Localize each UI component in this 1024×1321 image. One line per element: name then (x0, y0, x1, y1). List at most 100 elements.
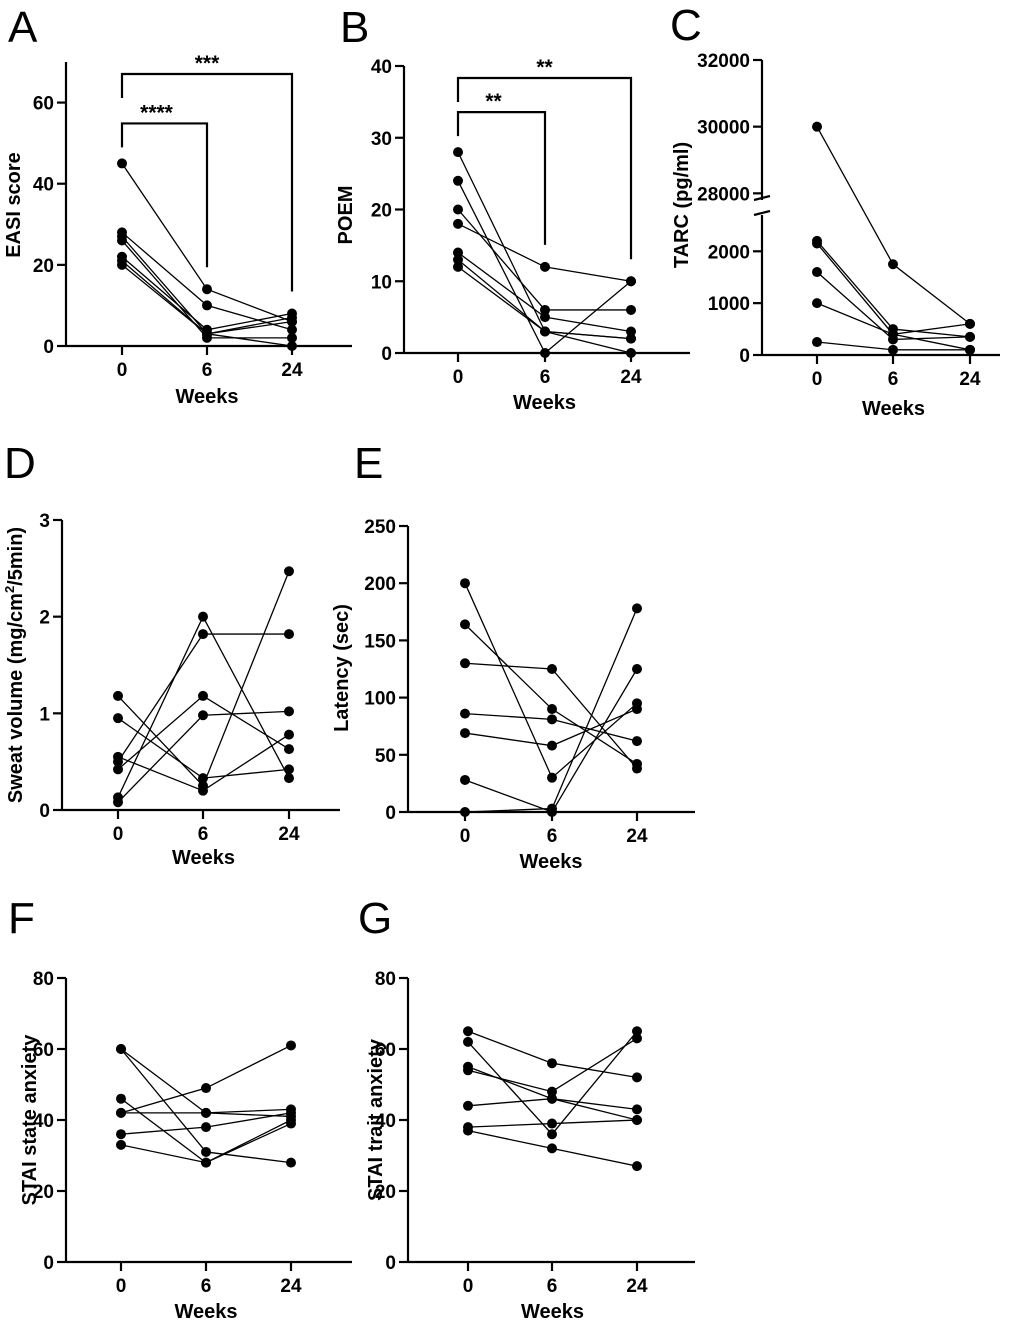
data-point (284, 744, 294, 755)
x-tick-label: 0 (116, 1276, 127, 1297)
y-tick-label: 60 (375, 1040, 396, 1061)
panel-e: E 0 50 100 150 200 250 0 6 24 Weeks Latency (sec) (331, 439, 695, 873)
x-tick-label: 0 (117, 360, 128, 381)
y-tick-label: 80 (375, 969, 396, 990)
significance-bracket (456, 76, 633, 260)
data-point (113, 756, 123, 767)
significance-label: *** (195, 52, 220, 75)
data-point (287, 341, 297, 351)
y-tick-label: 40 (33, 175, 54, 196)
y-tick-label: 50 (375, 746, 396, 767)
y-axis-title: STAI trait anxiety (365, 1038, 387, 1201)
x-tick-label: 6 (540, 367, 551, 388)
data-point (463, 1036, 473, 1047)
data-point (632, 1115, 642, 1125)
data-point (632, 664, 642, 674)
data-point (202, 300, 212, 311)
data-point (287, 324, 297, 335)
panel-d: D 0 1 2 3 0 6 24 Weeks Sweat volume (mg/cm2/5min) (2, 439, 340, 869)
data-point (116, 1044, 126, 1054)
series-line (117, 615, 290, 798)
significance-label: ** (485, 90, 502, 113)
data-point (198, 773, 208, 784)
significance-label: ** (536, 56, 553, 79)
data-point (632, 1104, 642, 1115)
data-point (812, 298, 822, 309)
data-point (460, 728, 470, 739)
y-tick-label: 20 (375, 1182, 396, 1203)
data-point (547, 740, 557, 751)
data-point (286, 1107, 296, 1118)
y-tick-label: 30000 (697, 118, 750, 139)
panel-c: C 0 1000 2000 28000 30000 32000 0 6 24 Weeks TARC (… (670, 1, 1000, 420)
data-point (888, 344, 898, 355)
data-point (540, 348, 550, 358)
data-point (202, 328, 212, 339)
panel-letter: D (4, 439, 36, 488)
y-tick-label: 2 (39, 608, 50, 629)
data-point (116, 1107, 126, 1118)
data-point (632, 1026, 642, 1037)
data-point (632, 763, 642, 774)
y-tick-label: 60 (33, 1040, 54, 1061)
data-point (117, 158, 127, 169)
data-point (540, 326, 550, 337)
data-point (540, 261, 550, 272)
data-point (547, 704, 557, 715)
y-tick-label: 0 (39, 801, 50, 822)
x-tick-label: 6 (547, 1276, 558, 1297)
data-point (460, 619, 470, 630)
data-point (632, 1161, 642, 1172)
data-point (453, 175, 463, 186)
data-point (812, 337, 822, 348)
x-tick-label: 24 (626, 1276, 648, 1297)
x-axis-title: Weeks (172, 847, 235, 869)
data-point (117, 235, 127, 246)
x-axis-title: Weeks (862, 398, 925, 420)
data-point (453, 261, 463, 272)
data-point (460, 578, 470, 589)
y-tick-label: 200 (364, 574, 396, 595)
x-tick-label: 6 (198, 824, 209, 845)
y-tick-label: 10 (371, 272, 392, 293)
y-tick-label: 30 (371, 129, 392, 150)
y-axis-title: TARC (pg/ml) (671, 142, 693, 268)
y-tick-label: 1000 (708, 294, 750, 315)
data-point (626, 348, 636, 358)
data-point (113, 713, 123, 724)
y-tick-label: 100 (364, 689, 396, 710)
data-point (965, 318, 975, 329)
data-point (547, 1129, 557, 1140)
data-point (463, 1026, 473, 1037)
series-line (117, 717, 290, 779)
data-point (547, 1058, 557, 1069)
y-tick-label: 0 (43, 337, 54, 358)
y-tick-label: 250 (364, 517, 396, 538)
data-point (460, 807, 470, 817)
data-point (626, 333, 636, 344)
panel-letter: F (8, 894, 35, 943)
y-tick-label: 0 (381, 344, 392, 365)
x-tick-label: 0 (463, 1276, 474, 1297)
x-tick-label: 0 (812, 369, 823, 390)
x-axis-title: Weeks (174, 1301, 237, 1321)
data-point (547, 803, 557, 814)
series-line (120, 1048, 292, 1118)
data-point (284, 764, 294, 775)
y-tick-label: 40 (371, 57, 392, 78)
data-point (287, 316, 297, 327)
series-line (117, 695, 290, 770)
series-line (117, 570, 290, 788)
data-point (113, 797, 123, 808)
data-point (198, 611, 208, 622)
data-point (116, 1129, 126, 1140)
data-point (284, 773, 294, 784)
data-point (284, 729, 294, 740)
data-point (626, 304, 636, 315)
data-point (463, 1125, 473, 1136)
data-point (463, 1100, 473, 1111)
data-point (117, 259, 127, 270)
significance-bracket (456, 110, 547, 245)
data-point (453, 218, 463, 229)
data-point (547, 1086, 557, 1097)
